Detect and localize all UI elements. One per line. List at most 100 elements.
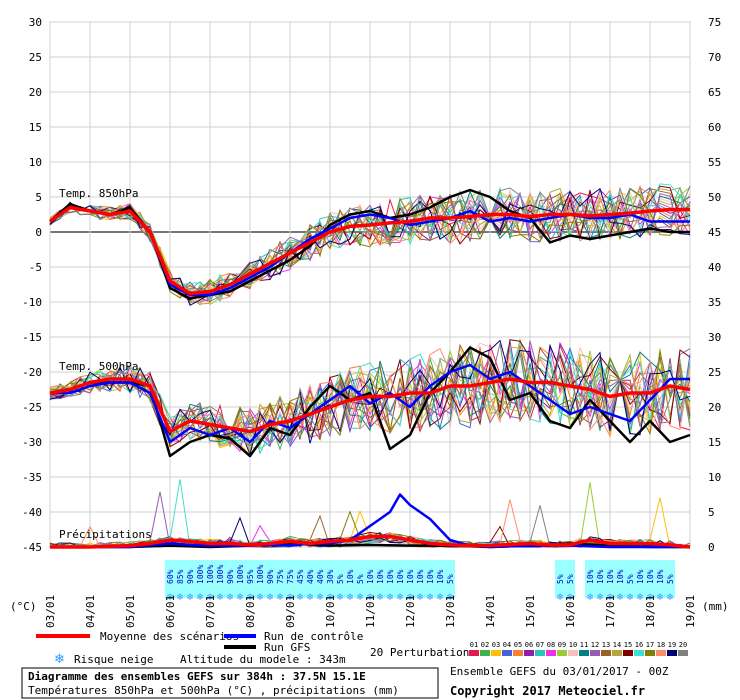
snow-risk-cell (245, 560, 255, 598)
snow-risk-label: 10% (656, 569, 665, 584)
perturbation-legend-label: 18 (657, 641, 665, 649)
perturbation-legend-swatch (535, 650, 545, 656)
perturbation-legend-swatch (634, 650, 644, 656)
axes: 302520151050-5-10-15-20-25-30-35-40-4575… (22, 16, 721, 628)
snowflake-icon: ❄ (586, 593, 594, 603)
snowflake-icon: ❄ (426, 593, 434, 603)
snow-risk-cell (655, 560, 665, 598)
x-tick-label: 13/01 (444, 595, 457, 628)
y-tick-label-right: 25 (708, 366, 721, 379)
perturbation-legend-swatch (524, 650, 534, 656)
snow-risk-cell (405, 560, 415, 598)
y-tick-label-left: -45 (22, 541, 42, 554)
snow-risk-label: 10% (436, 569, 445, 584)
y-tick-label-right: 5 (708, 506, 715, 519)
x-tick-label: 16/01 (564, 595, 577, 628)
snowflake-icon: ❄ (666, 593, 674, 603)
snow-risk-cell (445, 560, 455, 598)
legend-control-label: Run de contrôle (264, 630, 363, 643)
snow-risk-label: 10% (646, 569, 655, 584)
snow-risk-cell (235, 560, 245, 598)
snowflake-icon: ❄ (366, 593, 374, 603)
snowflake-icon: ❄ (386, 593, 394, 603)
snowflake-icon: ❄ (326, 593, 334, 603)
snowflake-icon: ❄ (446, 593, 454, 603)
perturbation-legend-swatch (612, 650, 622, 656)
perturbation-legend-label: 09 (558, 641, 566, 649)
snowflake-icon: ❄ (626, 593, 634, 603)
y-tick-label-right: 45 (708, 226, 721, 239)
snow-risk-cell (645, 560, 655, 598)
chart-title: Diagramme des ensembles GEFS sur 384h : … (28, 670, 366, 683)
perturbation-legend-label: 20 (679, 641, 687, 649)
snow-risk-cell (285, 560, 295, 598)
snowflake-icon: ❄ (276, 593, 284, 603)
snowflake-icon: ❄ (416, 593, 424, 603)
snowflake-icon: ❄ (176, 593, 184, 603)
perturbation-line-t500 (49, 345, 691, 439)
snow-risk-label: 45% (296, 569, 305, 584)
perturbation-legend-label: 08 (547, 641, 555, 649)
snowflake-icon: ❄ (206, 593, 214, 603)
y-tick-label-left: -35 (22, 471, 42, 484)
y-tick-label-left: 20 (29, 86, 42, 99)
snow-risk-cell (175, 560, 185, 598)
mean-line-precip (50, 534, 691, 549)
snow-risk-cell (275, 560, 285, 598)
snow-risk-cell (395, 560, 405, 598)
snowflake-icon: ❄ (186, 593, 194, 603)
x-tick-label: 19/01 (684, 595, 697, 628)
snow-risk-cell (345, 560, 355, 598)
snow-risk-cell (565, 560, 575, 598)
snow-risk-label: 10% (606, 569, 615, 584)
perturbation-legend-swatch (469, 650, 479, 656)
perturbation-legend-swatch (645, 650, 655, 656)
snow-risk-label: 75% (276, 569, 285, 584)
x-tick-label: 06/01 (164, 595, 177, 628)
snow-risk-label: 100% (236, 565, 245, 584)
snow-risk-cell (305, 560, 315, 598)
snow-risk-label: 5% (626, 574, 635, 584)
snow-risk-label: 5% (356, 574, 365, 584)
x-tick-label: 10/01 (324, 595, 337, 628)
snowflake-icon: ❄ (646, 593, 654, 603)
x-tick-label: 05/01 (124, 595, 137, 628)
perturbation-legend-label: 15 (624, 641, 632, 649)
snow-risk-cell (365, 560, 375, 598)
snowflake-icon: ❄ (616, 593, 624, 603)
perturbation-legend-swatch (623, 650, 633, 656)
snowflake-icon: ❄ (216, 593, 224, 603)
snow-risk-band: ❄60%❄85%❄90%❄100%❄100%❄100%❄90%❄100%❄95%… (165, 560, 675, 603)
snow-risk-label: 10% (406, 569, 415, 584)
y-tick-label-right: 55 (708, 156, 721, 169)
right-unit-label: (mm) (702, 600, 729, 613)
perturbation-legend-swatch (557, 650, 567, 656)
x-tick-label: 17/01 (604, 595, 617, 628)
perturbation-legend-swatch (656, 650, 666, 656)
perturbation-legend-swatch (601, 650, 611, 656)
snow-risk-label: 10% (616, 569, 625, 584)
snow-risk-label: 10% (376, 569, 385, 584)
main-series (48, 188, 691, 549)
snowflake-icon: ❄ (606, 593, 614, 603)
panel-label-t500: Temp. 500hPa (59, 360, 138, 373)
legend-snow-label: Risque neige (74, 653, 153, 666)
snow-risk-cell (255, 560, 265, 598)
snowflake-icon: ❄ (316, 593, 324, 603)
y-tick-label-left: 15 (29, 121, 42, 134)
x-tick-label: 08/01 (244, 595, 257, 628)
y-tick-label-left: 30 (29, 16, 42, 29)
snowflake-icon: ❄ (256, 593, 264, 603)
perturbation-legend-label: 02 (481, 641, 489, 649)
perturbation-legend-swatch (568, 650, 578, 656)
snowflake-icon: ❄ (406, 593, 414, 603)
snow-risk-label: 10% (416, 569, 425, 584)
y-tick-label-right: 10 (708, 471, 721, 484)
snow-risk-label: 5% (336, 574, 345, 584)
y-tick-label-left: -25 (22, 401, 42, 414)
perturbation-legend-label: 16 (635, 641, 643, 649)
x-tick-label: 12/01 (404, 595, 417, 628)
snowflake-icon: ❄ (246, 593, 254, 603)
snow-risk-label: 90% (186, 569, 195, 584)
snowflake-icon: ❄ (556, 593, 564, 603)
